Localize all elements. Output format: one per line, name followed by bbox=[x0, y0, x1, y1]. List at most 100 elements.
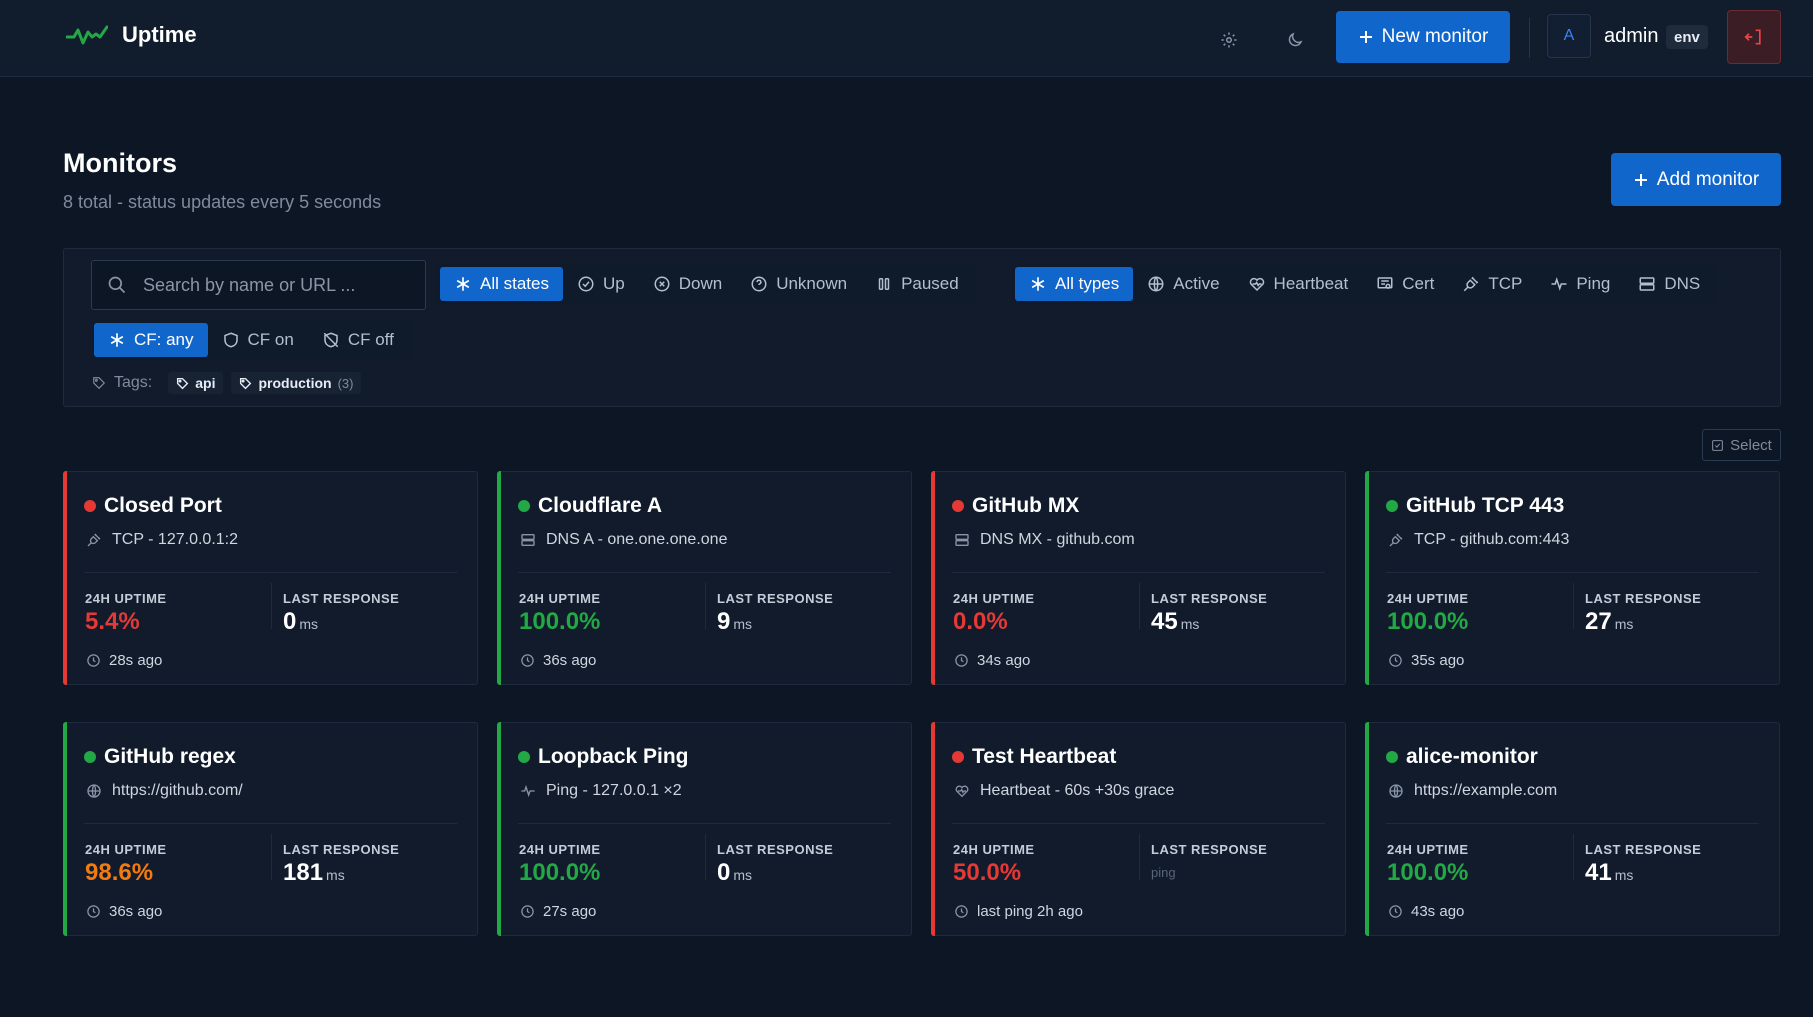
response-unit: ms bbox=[1614, 867, 1634, 883]
filter-label: DNS bbox=[1664, 274, 1701, 293]
monitor-name: GitHub MX bbox=[972, 494, 1080, 517]
monitor-target: DNS A - one.one.one.one bbox=[520, 531, 727, 549]
status-dot bbox=[84, 751, 96, 763]
response-number: 9 bbox=[717, 608, 731, 635]
tags-row: Tags: api production (3) bbox=[92, 372, 362, 394]
response-number: 41 bbox=[1585, 859, 1612, 886]
monitor-card-github-mx[interactable]: GitHub MX DNS MX - github.com 24H UPTIME… bbox=[931, 471, 1346, 685]
card-divider bbox=[84, 823, 457, 824]
monitor-title: GitHub regex bbox=[84, 745, 236, 769]
asterisk-icon bbox=[454, 275, 472, 293]
filter-unknown[interactable]: Unknown bbox=[736, 267, 861, 301]
tag-api[interactable]: api bbox=[168, 372, 224, 394]
last-response-label: LAST RESPONSE bbox=[717, 842, 834, 857]
filter-dns[interactable]: DNS bbox=[1624, 267, 1714, 301]
response-unit: ms bbox=[299, 616, 319, 632]
monitor-card-closed-port[interactable]: Closed Port TCP - 127.0.0.1:2 24H UPTIME… bbox=[63, 471, 478, 685]
last-response-value: 181 ms bbox=[283, 859, 345, 887]
uptime-value: 100.0% bbox=[1387, 859, 1469, 886]
last-check: 43s ago bbox=[1388, 903, 1464, 920]
monitor-title: alice-monitor bbox=[1386, 745, 1538, 769]
monitor-card-loopback-ping[interactable]: Loopback Ping Ping - 127.0.0.1 ×2 24H UP… bbox=[497, 722, 912, 936]
stat-divider bbox=[705, 834, 706, 880]
filter-all-types[interactable]: All types bbox=[1015, 267, 1134, 301]
monitor-target: TCP - github.com:443 bbox=[1388, 531, 1569, 549]
add-monitor-button[interactable]: Add monitor bbox=[1611, 153, 1781, 206]
filter-up[interactable]: Up bbox=[563, 267, 639, 301]
monitor-name: Test Heartbeat bbox=[972, 745, 1117, 768]
status-dot bbox=[1386, 751, 1398, 763]
certificate-icon bbox=[1376, 275, 1394, 293]
select-button[interactable]: Select bbox=[1702, 429, 1781, 461]
filter-cert[interactable]: Cert bbox=[1362, 267, 1448, 301]
stat-divider bbox=[1573, 834, 1574, 880]
new-monitor-button[interactable]: New monitor bbox=[1336, 11, 1510, 63]
filter-tcp[interactable]: TCP bbox=[1448, 267, 1536, 301]
shield-off-icon bbox=[322, 331, 340, 349]
clock-icon bbox=[86, 904, 101, 919]
status-accent bbox=[63, 722, 67, 936]
tag-icon bbox=[92, 376, 106, 390]
tag-icon bbox=[239, 377, 252, 390]
filter-heartbeat[interactable]: Heartbeat bbox=[1234, 267, 1363, 301]
last-response-label: LAST RESPONSE bbox=[1151, 591, 1268, 606]
monitor-card-cloudflare-a[interactable]: Cloudflare A DNS A - one.one.one.one 24H… bbox=[497, 471, 912, 685]
last-check: last ping 2h ago bbox=[954, 903, 1083, 920]
top-bar: Uptime New monitor A admin env bbox=[0, 0, 1813, 77]
logout-icon bbox=[1744, 27, 1764, 47]
tag-production[interactable]: production (3) bbox=[231, 372, 362, 394]
response-unit: ms bbox=[733, 616, 753, 632]
filter-cf-any[interactable]: CF: any bbox=[94, 323, 208, 357]
shield-icon bbox=[222, 331, 240, 349]
status-dot bbox=[952, 751, 964, 763]
monitor-name: GitHub TCP 443 bbox=[1406, 494, 1565, 517]
uptime-value: 98.6% bbox=[85, 859, 154, 886]
clock-icon bbox=[520, 904, 535, 919]
response-number: 181 bbox=[283, 859, 324, 886]
last-check: 36s ago bbox=[520, 652, 596, 669]
last-response-value: 45 ms bbox=[1151, 608, 1199, 636]
filter-label: Active bbox=[1173, 274, 1220, 293]
plus-icon bbox=[1633, 172, 1649, 188]
last-check: 36s ago bbox=[86, 903, 162, 920]
avatar[interactable]: A bbox=[1547, 14, 1591, 58]
logout-button[interactable] bbox=[1727, 10, 1781, 64]
brand[interactable]: Uptime bbox=[66, 22, 197, 48]
app-name: Uptime bbox=[122, 22, 197, 47]
filter-ping[interactable]: Ping bbox=[1536, 267, 1624, 301]
x-circle-icon bbox=[653, 275, 671, 293]
tag-name: production bbox=[258, 375, 332, 391]
ping-icon bbox=[520, 783, 536, 799]
filter-paused[interactable]: Paused bbox=[861, 267, 973, 301]
last-response-label: LAST RESPONSE bbox=[283, 591, 400, 606]
filter-down[interactable]: Down bbox=[639, 267, 736, 301]
uptime-value: 5.4% bbox=[85, 608, 140, 635]
status-accent bbox=[931, 722, 935, 936]
uptime-value: 100.0% bbox=[519, 859, 601, 886]
monitor-title: GitHub MX bbox=[952, 494, 1079, 518]
env-badge: env bbox=[1666, 25, 1708, 49]
response-number: 45 bbox=[1151, 608, 1178, 635]
search-input[interactable] bbox=[143, 274, 413, 296]
card-divider bbox=[1386, 823, 1759, 824]
last-response-value: 9 ms bbox=[717, 608, 752, 636]
search-field[interactable] bbox=[91, 260, 426, 310]
check-circle-icon bbox=[577, 275, 595, 293]
uptime-value: 0.0% bbox=[953, 608, 1008, 635]
monitor-card-alice-monitor[interactable]: alice-monitor https://example.com 24H UP… bbox=[1365, 722, 1780, 936]
pause-icon bbox=[875, 275, 893, 293]
filter-active[interactable]: Active bbox=[1133, 267, 1233, 301]
monitor-card-github-regex[interactable]: GitHub regex https://github.com/ 24H UPT… bbox=[63, 722, 478, 936]
stat-divider bbox=[271, 834, 272, 880]
page-subtitle: 8 total - status updates every 5 seconds bbox=[63, 192, 382, 212]
globe-icon bbox=[1147, 275, 1165, 293]
settings-button[interactable] bbox=[1213, 24, 1245, 56]
monitor-card-test-heartbeat[interactable]: Test Heartbeat Heartbeat - 60s +30s grac… bbox=[931, 722, 1346, 936]
filter-cf-off[interactable]: CF off bbox=[308, 323, 408, 357]
monitor-title: GitHub TCP 443 bbox=[1386, 494, 1564, 518]
theme-toggle-button[interactable] bbox=[1279, 24, 1311, 56]
monitor-card-github-tcp-443[interactable]: GitHub TCP 443 TCP - github.com:443 24H … bbox=[1365, 471, 1780, 685]
monitor-target-text: TCP - 127.0.0.1:2 bbox=[112, 531, 238, 548]
filter-all-states[interactable]: All states bbox=[440, 267, 563, 301]
filter-cf-on[interactable]: CF on bbox=[208, 323, 308, 357]
